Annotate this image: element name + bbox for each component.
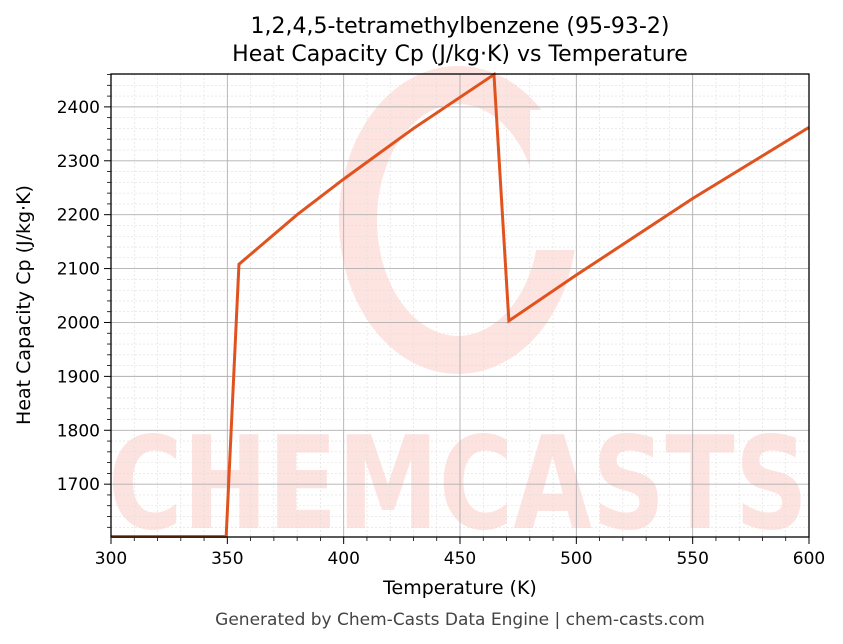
chart-title-line1: 1,2,4,5-tetramethylbenzene (95-93-2) (251, 14, 670, 39)
x-tick-label: 350 (211, 549, 243, 569)
y-axis-label: Heat Capacity Cp (J/kg·K) (13, 185, 35, 425)
series-line-cp (111, 71, 810, 538)
x-tick-label: 600 (793, 549, 825, 569)
chemcasts-watermark: CHEMCASTS (108, 66, 808, 559)
chart-title-line2: Heat Capacity Cp (J/kg·K) vs Temperature (232, 42, 688, 67)
x-axis-label: Temperature (K) (382, 577, 537, 599)
y-tick-label: 2300 (57, 152, 100, 172)
x-tick-label: 500 (560, 549, 592, 569)
y-tick-label: 2100 (57, 260, 100, 280)
y-tick-label: 2000 (57, 313, 100, 333)
footer-credit: Generated by Chem-Casts Data Engine | ch… (215, 610, 705, 630)
y-tick-label: 2400 (57, 98, 100, 118)
y-tick-label: 1700 (57, 475, 100, 495)
y-tick-label: 1800 (57, 421, 100, 441)
y-tick-label: 2200 (57, 206, 100, 226)
x-tick-label: 300 (95, 549, 127, 569)
plot-frame (110, 73, 810, 538)
y-tick-label: 1900 (57, 367, 100, 387)
x-tick-label: 550 (676, 549, 708, 569)
x-tick-label: 450 (444, 549, 476, 569)
x-tick-label: 400 (327, 549, 359, 569)
